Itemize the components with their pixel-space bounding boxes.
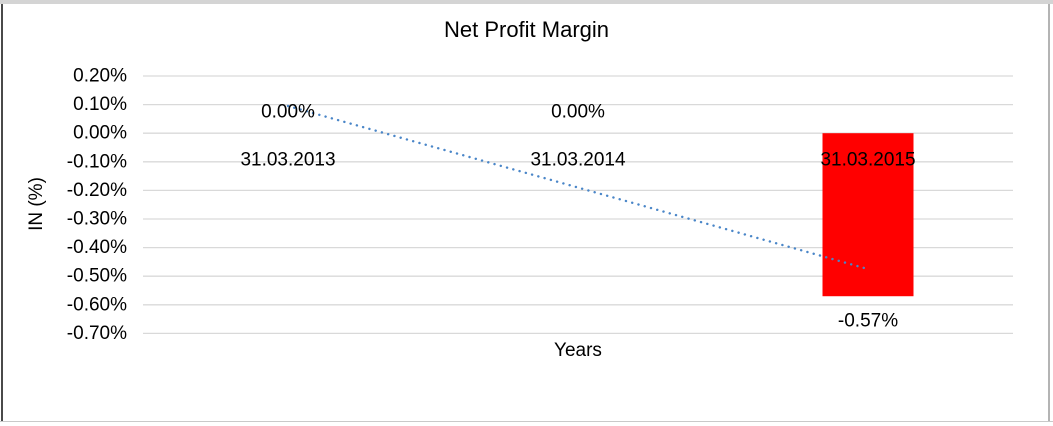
x-axis-category-label: 31.03.2013 bbox=[240, 150, 335, 171]
y-axis-tick-label: -0.50% bbox=[67, 266, 127, 287]
data-label: -0.57% bbox=[838, 311, 898, 332]
frame-right-edge bbox=[1048, 4, 1050, 421]
x-axis-category-label: 31.03.2015 bbox=[820, 150, 915, 171]
frame-bottom-edge bbox=[0, 421, 1053, 422]
y-axis-tick-label: 0.20% bbox=[73, 66, 127, 87]
y-axis-tick-label: -0.20% bbox=[67, 180, 127, 201]
y-axis-tick-label: -0.10% bbox=[67, 151, 127, 172]
x-axis-category-label: 31.03.2014 bbox=[530, 150, 626, 171]
y-axis-tick-label: 0.10% bbox=[73, 94, 127, 115]
frame-left-edge bbox=[1, 4, 3, 421]
bar bbox=[822, 133, 914, 297]
y-axis-tick-label: -0.40% bbox=[67, 237, 127, 258]
y-axis-tick-label: -0.70% bbox=[67, 323, 127, 344]
x-axis-title: Years bbox=[554, 340, 602, 361]
y-axis-tick-label: -0.60% bbox=[67, 294, 127, 315]
y-axis-tick-label: -0.30% bbox=[67, 209, 127, 230]
data-label: 0.00% bbox=[551, 102, 605, 123]
trendline bbox=[286, 104, 870, 271]
frame-top-edge bbox=[0, 0, 1053, 4]
chart-title: Net Profit Margin bbox=[443, 17, 610, 42]
y-axis-tick-label: 0.00% bbox=[73, 123, 127, 144]
data-label: 0.00% bbox=[261, 102, 315, 123]
